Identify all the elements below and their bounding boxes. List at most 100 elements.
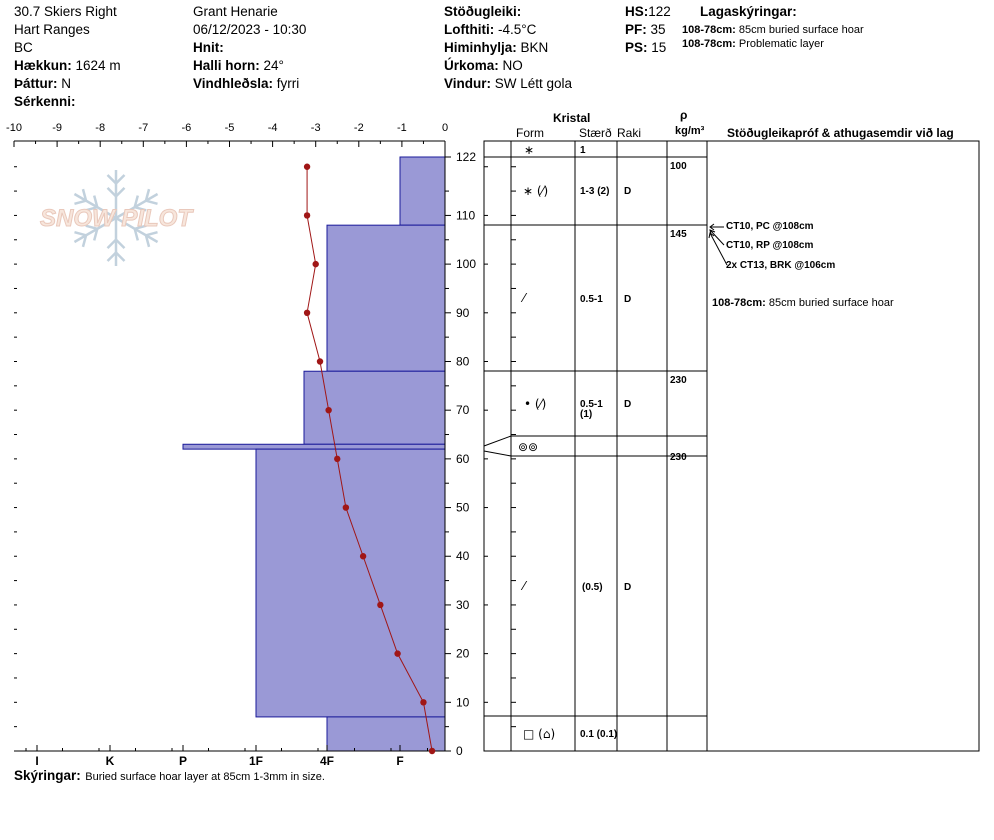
- footer-text: Buried surface hoar layer at 85cm 1-3mm …: [85, 771, 325, 783]
- footer-label: Skýringar:: [14, 768, 81, 783]
- legend-line-2-text: Problematic layer: [738, 38, 824, 50]
- kristal-header: Kristal: [553, 111, 591, 125]
- depth-tick-label: 90: [456, 306, 470, 320]
- layer-4-density: 230: [670, 375, 687, 386]
- precip-label: Úrkoma:: [444, 58, 499, 73]
- layer-4-moisture: D: [624, 399, 632, 410]
- elevation-row: Hækkun: 1624 m: [14, 58, 121, 73]
- pf-row: PF: 35: [625, 22, 666, 37]
- observer-name: Grant Henarie: [193, 4, 278, 19]
- ps-value: 15: [651, 40, 667, 55]
- layer-7-form: □ (⌂): [523, 727, 556, 741]
- sky-label: Himinhylja:: [444, 40, 517, 55]
- hs-row: HS:122: [625, 4, 671, 19]
- air-temp-label: Lofthiti:: [444, 22, 495, 37]
- depth-tick-label: 60: [456, 452, 470, 466]
- observation-datetime: 06/12/2023 - 10:30: [193, 22, 307, 37]
- sky-row: Himinhylja: BKN: [444, 40, 548, 55]
- depth-tick-label: 40: [456, 549, 470, 563]
- layer-6-form: ⁄: [523, 579, 526, 593]
- layer-2-density: 100: [670, 161, 687, 172]
- temp-tick-label: -8: [95, 122, 105, 134]
- wind-loading-label: Vindhleðsla:: [193, 76, 274, 91]
- air-temp-row: Lofthiti: -4.5°C: [444, 22, 536, 37]
- wind-loading-row: Vindhleðsla: fyrri: [193, 76, 299, 91]
- depth-tick-label: 80: [456, 354, 470, 368]
- layer-1-form: ∗: [524, 143, 535, 157]
- layer-4-size2: (1): [580, 409, 593, 420]
- snowpilot-logo: SNOW PILOT: [40, 170, 195, 266]
- air-temp-value: -4.5°C: [498, 22, 537, 37]
- hardness-bar-2: [326, 224, 446, 372]
- hardness-tick-label: P: [179, 754, 187, 768]
- slope-value: 24°: [263, 58, 284, 73]
- test-1: CT10, PC @108cm: [726, 221, 814, 232]
- layer-3-moisture: D: [624, 294, 632, 305]
- wind-label: Vindur:: [444, 76, 491, 91]
- layer-comment-text: 85cm buried surface hoar: [768, 297, 894, 309]
- temp-point: [303, 212, 311, 219]
- temp-tick-label: -4: [268, 122, 278, 134]
- temp-point: [420, 699, 427, 706]
- temp-tick-label: -1: [397, 122, 407, 134]
- temp-tick-label: -5: [225, 122, 235, 134]
- test-2: CT10, RP @108cm: [726, 240, 814, 251]
- layer-table-border: [483, 140, 980, 752]
- legend-line-1-text: 85cm buried surface hoar: [738, 24, 864, 36]
- layer-comment-range: 108-78cm:: [712, 297, 766, 309]
- stability-label: Stöðugleiki:: [444, 4, 522, 19]
- hardness-tick-label: 4F: [320, 754, 334, 768]
- form-header: Form: [516, 126, 544, 140]
- slope-label: Halli horn:: [193, 58, 260, 73]
- temp-point: [377, 601, 384, 609]
- hardness-tick-label: I: [35, 754, 38, 768]
- temp-point: [312, 260, 319, 268]
- aspect-row: Þáttur: N: [14, 76, 71, 91]
- temp-point: [342, 504, 350, 511]
- wind-loading-value: fyrri: [276, 76, 300, 91]
- density-unit-header: kg/m³: [675, 125, 705, 137]
- elevation-value: 1624 m: [75, 58, 121, 73]
- hardness-tick-label: K: [106, 754, 115, 768]
- aspect-label: Þáttur:: [14, 76, 58, 91]
- hardness-bar-3: [303, 370, 446, 445]
- hardness-tick-label: 1F: [249, 754, 263, 768]
- size-header: Stærð: [579, 126, 612, 140]
- temp-point: [428, 747, 436, 755]
- temp-point: [316, 358, 324, 365]
- depth-tick-label: 100: [456, 257, 476, 271]
- layer-3-size: 0.5-1: [580, 294, 603, 305]
- temp-point: [394, 650, 401, 657]
- logo-text: SNOW PILOT: [40, 205, 194, 232]
- footer-notes: Skýringar: Buried surface hoar layer at …: [14, 767, 325, 785]
- ps-row: PS: 15: [625, 40, 666, 55]
- precip-row: Úrkoma: NO: [444, 58, 523, 73]
- pf-value: 35: [650, 22, 666, 37]
- hardness-bar-4: [182, 443, 446, 450]
- temp-point: [334, 455, 341, 463]
- aspect-value: N: [61, 76, 72, 91]
- coords-label: Hnit:: [193, 40, 224, 55]
- layer-boundary: [483, 435, 707, 447]
- depth-tick-label: 20: [456, 647, 470, 661]
- temp-point: [359, 553, 367, 560]
- layer-comment: 108-78cm: 85cm buried surface hoar: [712, 297, 894, 309]
- depth-tick-label: 50: [456, 501, 470, 515]
- hs-label: HS:: [625, 4, 649, 19]
- precip-value: NO: [502, 58, 523, 73]
- temp-tick-label: -7: [138, 122, 148, 134]
- hs-value: 122: [648, 4, 671, 19]
- layer-2-form: ∗ (⁄): [523, 184, 549, 198]
- layer-2-moisture: D: [624, 186, 632, 197]
- features-label: Sérkenni:: [14, 94, 76, 109]
- temp-point: [325, 406, 332, 414]
- depth-tick-label: 0: [456, 744, 463, 758]
- legend-line-1: 108-78cm: 85cm buried surface hoar: [682, 24, 864, 36]
- ps-label: PS:: [625, 40, 648, 55]
- temp-tick-label: 0: [442, 122, 448, 134]
- layer-2-size: 1-3 (2): [580, 186, 610, 197]
- depth-tick-label: 30: [456, 598, 470, 612]
- temp-tick-label: -10: [6, 122, 22, 134]
- test-arrows: [708, 223, 728, 266]
- wind-value: SW Létt gola: [494, 76, 573, 91]
